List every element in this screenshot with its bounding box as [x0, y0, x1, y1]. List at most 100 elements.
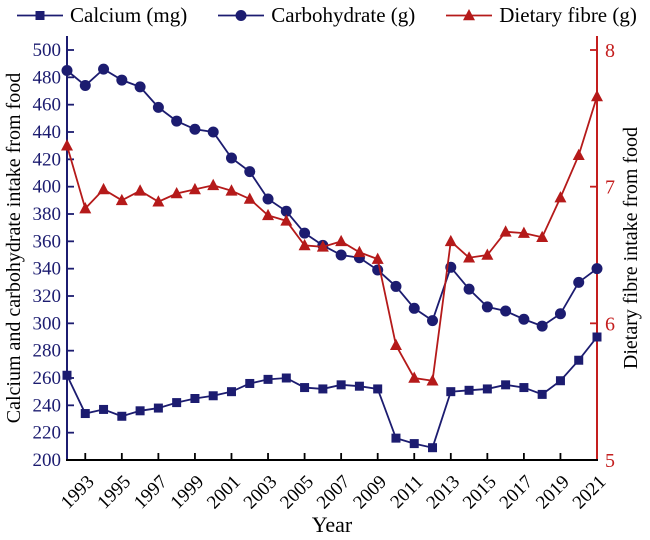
- data-point-carbohydrate-g: [335, 249, 347, 261]
- data-point-dietary-fibre-g: [97, 182, 110, 195]
- data-point-carbohydrate-g: [61, 65, 73, 76]
- data-point-dietary-fibre-g: [591, 89, 603, 102]
- data-point-calcium-mg: [153, 403, 163, 413]
- data-point-dietary-fibre-g: [225, 184, 238, 196]
- right-axis-tick-label: 7: [605, 177, 615, 199]
- data-point-dietary-fibre-g: [115, 193, 128, 206]
- data-point-dietary-fibre-g: [426, 374, 439, 386]
- data-point-dietary-fibre-g: [298, 238, 311, 251]
- data-point-dietary-fibre-g: [408, 371, 421, 383]
- data-point-calcium-mg: [464, 385, 474, 395]
- left-axis-tick-label: 320: [33, 286, 62, 307]
- data-point-carbohydrate-g: [134, 81, 146, 93]
- data-point-calcium-mg: [80, 409, 90, 419]
- left-axis-tick-label: 480: [33, 67, 62, 88]
- data-point-calcium-mg: [482, 384, 492, 394]
- data-point-dietary-fibre-g: [280, 214, 293, 226]
- x-axis-tick-label: 2019: [532, 472, 574, 514]
- series-markers-dietary-fibre-g: [61, 89, 603, 386]
- series-line-dietary-fibre-g: [66, 96, 598, 382]
- data-point-carbohydrate-g: [207, 126, 219, 138]
- data-point-dietary-fibre-g: [170, 187, 183, 199]
- data-point-calcium-mg: [592, 332, 602, 342]
- data-point-calcium-mg: [519, 383, 529, 393]
- data-point-calcium-mg: [300, 383, 310, 393]
- data-point-calcium-mg: [318, 384, 328, 394]
- data-point-carbohydrate-g: [152, 101, 164, 113]
- data-point-calcium-mg: [62, 370, 72, 380]
- series-markers-carbohydrate-g: [61, 63, 603, 332]
- data-point-dietary-fibre-g: [517, 226, 530, 238]
- data-point-dietary-fibre-g: [262, 208, 275, 221]
- series-line-carbohydrate-g: [66, 68, 598, 328]
- data-point-calcium-mg: [117, 411, 127, 421]
- data-point-calcium-mg: [446, 387, 456, 397]
- data-point-calcium-mg: [245, 378, 255, 388]
- data-point-carbohydrate-g: [573, 276, 585, 288]
- x-axis-tick-label: 2013: [422, 472, 464, 514]
- x-axis-tick-label: 2021: [569, 472, 611, 514]
- left-axis-tick-label: 300: [33, 313, 62, 334]
- series-markers-calcium-mg: [62, 332, 602, 453]
- data-point-dietary-fibre-g: [481, 248, 494, 260]
- series-line-calcium-mg: [66, 336, 598, 449]
- data-point-carbohydrate-g: [225, 152, 237, 164]
- data-point-calcium-mg: [501, 380, 511, 390]
- data-point-calcium-mg: [172, 398, 182, 408]
- data-point-calcium-mg: [263, 374, 273, 384]
- x-axis-tick-label: 2005: [276, 472, 318, 514]
- data-point-dietary-fibre-g: [207, 178, 220, 191]
- dietary-fibre-triangle-marker-icon: [446, 9, 493, 21]
- data-point-calcium-mg: [391, 433, 401, 443]
- legend-label-carbohydrate: Carbohydrate (g): [271, 2, 416, 27]
- legend-marker: [235, 10, 247, 21]
- right-axis-tick-label: 8: [605, 40, 615, 62]
- data-point-calcium-mg: [99, 404, 109, 414]
- left-axis-tick-label: 440: [33, 122, 62, 143]
- x-axis-tick-label: 2007: [313, 472, 355, 514]
- left-axis-tick-label: 400: [33, 177, 62, 198]
- x-axis-tick-label: 2001: [203, 472, 245, 514]
- x-axis-tick-label: 2011: [386, 472, 427, 513]
- legend-item-dietary-fibre: Dietary fibre (g): [445, 3, 637, 28]
- data-point-carbohydrate-g: [299, 227, 311, 239]
- x-axis-tick-label: 1995: [93, 472, 135, 514]
- chart-legend: Calcium (mg) Carbohydrate (g) Dietary fi…: [16, 1, 637, 29]
- left-axis-tick-label: 240: [33, 395, 62, 416]
- left-axis-tick-label: 340: [33, 259, 62, 280]
- data-point-carbohydrate-g: [554, 308, 566, 320]
- x-axis-tick-label: 2017: [496, 472, 538, 514]
- left-axis-tick-label: 200: [33, 450, 62, 471]
- legend-item-carbohydrate: Carbohydrate (g): [217, 3, 415, 28]
- data-point-dietary-fibre-g: [371, 252, 384, 264]
- x-axis-tick-label: 1999: [167, 472, 209, 514]
- data-point-carbohydrate-g: [518, 313, 530, 325]
- data-point-calcium-mg: [428, 443, 438, 453]
- data-point-carbohydrate-g: [189, 123, 201, 135]
- carbohydrate-circle-marker-icon: [218, 10, 265, 21]
- left-axis-tick-label: 500: [33, 40, 62, 61]
- x-axis-tick-label: 2003: [240, 472, 282, 514]
- data-point-dietary-fibre-g: [188, 182, 201, 195]
- data-point-carbohydrate-g: [536, 320, 548, 332]
- data-point-dietary-fibre-g: [463, 251, 476, 263]
- data-point-calcium-mg: [226, 387, 236, 397]
- data-point-calcium-mg: [190, 394, 200, 403]
- x-axis-tick-label: 2015: [459, 472, 501, 514]
- x-axis-title: Year: [312, 512, 353, 537]
- data-point-dietary-fibre-g: [316, 240, 329, 252]
- x-axis-tick-label: 1997: [130, 472, 172, 514]
- data-point-carbohydrate-g: [244, 166, 256, 178]
- data-point-carbohydrate-g: [116, 74, 128, 86]
- data-point-carbohydrate-g: [481, 301, 493, 313]
- data-point-dietary-fibre-g: [572, 148, 585, 161]
- data-point-calcium-mg: [336, 380, 346, 390]
- data-point-calcium-mg: [354, 381, 364, 391]
- left-axis-tick-label: 380: [33, 204, 62, 225]
- data-point-dietary-fibre-g: [499, 225, 512, 237]
- data-point-carbohydrate-g: [171, 115, 183, 127]
- data-point-dietary-fibre-g: [389, 338, 402, 350]
- data-point-dietary-fibre-g: [353, 245, 366, 258]
- left-axis-tick-label: 280: [33, 341, 62, 362]
